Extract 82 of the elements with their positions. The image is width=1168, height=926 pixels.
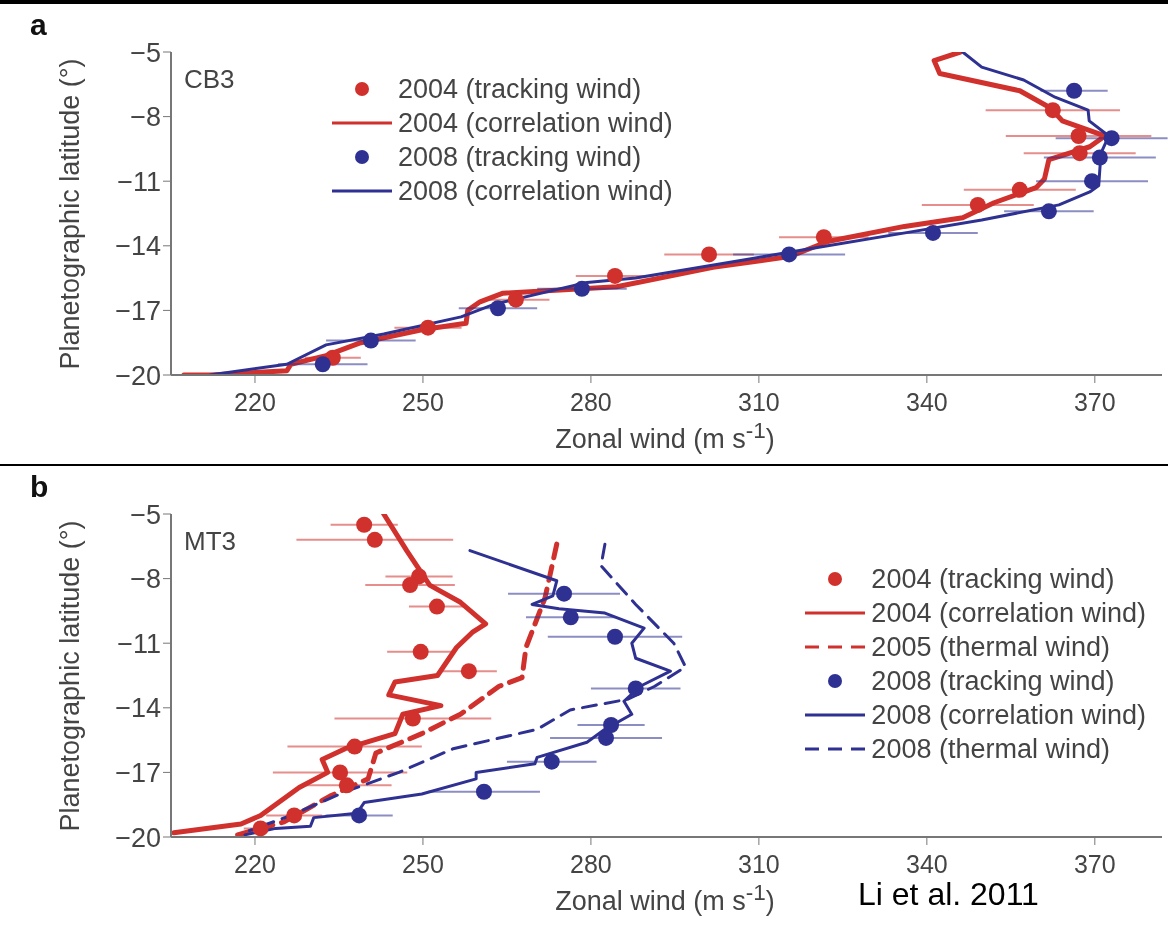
x-tick-label: 220 bbox=[234, 849, 276, 878]
point bbox=[606, 267, 623, 284]
point bbox=[489, 300, 506, 317]
point bbox=[815, 229, 832, 246]
y-tick-label: −20 bbox=[115, 360, 161, 391]
point bbox=[1070, 127, 1087, 144]
y-tick-label: −20 bbox=[115, 822, 161, 853]
point bbox=[1103, 130, 1120, 147]
point bbox=[338, 777, 355, 794]
point bbox=[412, 643, 429, 660]
x-axis-title: Zonal wind (m s$^{-1}$) bbox=[555, 879, 775, 917]
y-tick-label: −8 bbox=[130, 564, 161, 595]
point bbox=[781, 246, 798, 263]
point bbox=[969, 196, 986, 213]
x-tick-label: 340 bbox=[905, 387, 948, 416]
y-tick-label: −5 bbox=[130, 37, 161, 68]
point bbox=[332, 764, 349, 781]
y-tick-label: −11 bbox=[117, 628, 161, 659]
x-tick-label: 250 bbox=[402, 387, 444, 416]
x-tick-label: 340 bbox=[905, 849, 948, 878]
point bbox=[573, 280, 590, 297]
point bbox=[925, 224, 942, 241]
point bbox=[460, 663, 477, 680]
x-tick-label: 280 bbox=[570, 849, 612, 878]
text: Li et al. 2011 bbox=[858, 876, 1039, 913]
x-tick-label: 310 bbox=[738, 387, 780, 416]
point bbox=[402, 577, 419, 594]
point bbox=[1091, 149, 1108, 166]
x-tick-label: 370 bbox=[1073, 849, 1116, 878]
y-tick-label: −11 bbox=[117, 166, 161, 197]
legend-label: 2004 (tracking wind) bbox=[398, 73, 642, 105]
point bbox=[351, 807, 368, 824]
legend-label: 2004 (correlation wind) bbox=[871, 597, 1146, 629]
x-tick-label: 280 bbox=[570, 387, 612, 416]
point bbox=[556, 585, 573, 602]
point bbox=[419, 319, 436, 336]
legend-label: 2004 (tracking wind) bbox=[871, 563, 1115, 595]
point bbox=[362, 332, 379, 349]
y-tick-label: −14 bbox=[115, 231, 161, 262]
y-tick-label: −8 bbox=[130, 102, 161, 133]
x-tick-label: 310 bbox=[738, 849, 780, 878]
point bbox=[598, 729, 615, 746]
y-tick-label: −5 bbox=[130, 499, 161, 530]
point bbox=[1011, 181, 1028, 198]
point bbox=[252, 820, 269, 837]
text: b bbox=[30, 470, 49, 504]
x-tick-label: 370 bbox=[1073, 387, 1116, 416]
point bbox=[366, 531, 383, 548]
point bbox=[1071, 145, 1088, 162]
y-tick-label: −17 bbox=[115, 757, 161, 788]
point bbox=[543, 753, 560, 770]
x-axis-title: Zonal wind (m s$^{-1}$) bbox=[555, 417, 775, 455]
y-tick-label: −17 bbox=[115, 295, 161, 326]
annotation: CB3 bbox=[184, 64, 235, 95]
point bbox=[606, 628, 623, 645]
point bbox=[1040, 203, 1057, 220]
y-tick-label: −14 bbox=[115, 693, 161, 724]
point bbox=[346, 738, 363, 755]
legend-label: 2008 (correlation wind) bbox=[398, 175, 673, 207]
point bbox=[1044, 102, 1061, 119]
x-tick-label: 220 bbox=[234, 387, 276, 416]
point bbox=[314, 356, 331, 373]
legend-label: 2008 (correlation wind) bbox=[871, 699, 1146, 731]
y-axis-title: Planetographic latitude (°) bbox=[54, 520, 86, 832]
point bbox=[562, 609, 579, 626]
point bbox=[286, 807, 303, 824]
text: a bbox=[30, 8, 47, 42]
legend-label: 2008 (thermal wind) bbox=[871, 733, 1110, 765]
point bbox=[428, 598, 445, 615]
x-tick-label: 250 bbox=[402, 849, 444, 878]
point bbox=[627, 680, 644, 697]
legend-label: 2004 (correlation wind) bbox=[398, 107, 673, 139]
point bbox=[356, 516, 373, 533]
legend-label: 2008 (tracking wind) bbox=[871, 665, 1115, 697]
point bbox=[1066, 82, 1083, 99]
point bbox=[603, 717, 620, 734]
legend-label: 2008 (tracking wind) bbox=[398, 141, 642, 173]
point bbox=[701, 246, 718, 263]
point bbox=[475, 783, 492, 800]
y-axis-title: Planetographic latitude (°) bbox=[54, 58, 86, 370]
annotation: MT3 bbox=[184, 526, 236, 557]
legend-label: 2005 (thermal wind) bbox=[871, 631, 1110, 663]
